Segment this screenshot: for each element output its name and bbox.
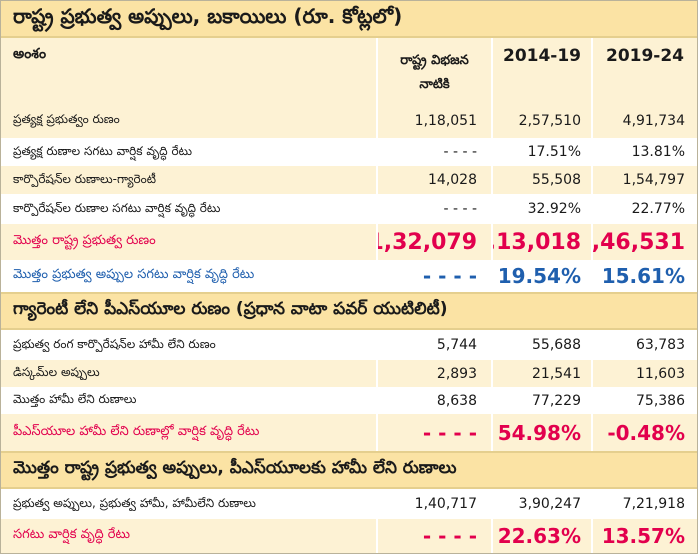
row-value: 63,783	[591, 330, 697, 360]
row-label: ప్రభుత్వ రంగ కార్పొరేషన్‌ల హామీ లేని రుణ…	[13, 336, 216, 351]
row-value: 21,541	[491, 360, 591, 387]
row-label: మొత్తం రాష్ట్ర ప్రభుత్వ రుణం	[13, 233, 156, 248]
row-value: - - - -	[376, 194, 491, 224]
row-value: - - - -	[376, 414, 491, 451]
section-title-total: మొత్తం రాష్ట్ర ప్రభుత్వ అప్పులు, పీఎస్‌య…	[1, 451, 697, 489]
row-value: 77,229	[491, 387, 591, 414]
row-value: 3,13,018	[491, 224, 591, 260]
row-value: 1,32,079	[376, 224, 491, 260]
table-row: మొత్తం హామీ లేని రుణాలు 8,638 77,229 75,…	[1, 387, 697, 414]
row-value: 2,893	[376, 360, 491, 387]
row-value: 8,638	[376, 387, 491, 414]
row-value: 13.57%	[591, 519, 697, 553]
row-label: పీఎస్‌యూల హామీ లేని రుణాల్లో వార్షిక వృద…	[13, 423, 260, 439]
psu-growth-row: పీఎస్‌యూల హామీ లేని రుణాల్లో వార్షిక వృద…	[1, 414, 697, 451]
row-label: ప్రభుత్వ అప్పులు, ప్రభుత్వ హామీ, హామీలేన…	[13, 495, 256, 510]
row-value: 2,57,510	[491, 103, 591, 138]
row-value: 1,54,797	[591, 166, 697, 194]
header-2014-19: 2014-19	[491, 38, 591, 103]
row-value: 13.81%	[591, 138, 697, 166]
row-value: - - - -	[376, 138, 491, 166]
row-value: - - - -	[376, 260, 491, 292]
row-value: -0.48%	[591, 414, 697, 451]
header-item: అంశం	[13, 46, 47, 62]
table-row: డిస్కమ్‌ల అప్పులు 2,893 21,541 11,603	[1, 360, 697, 387]
header-bifurcation-line2: నాటికి	[419, 76, 450, 92]
header-bifurcation: రాష్ట్ర విభజన నాటికి	[376, 38, 491, 103]
row-value: 22.63%	[491, 519, 591, 553]
section-title-psu: గ్యారెంటీ లేని పీఎస్‌యూల రుణం (ప్రధాన వా…	[1, 292, 697, 330]
row-label: సగటు వార్షిక వృద్ధి రేటు	[13, 527, 131, 542]
table-row: ప్రభుత్వ రంగ కార్పొరేషన్‌ల హామీ లేని రుణ…	[1, 330, 697, 360]
row-label: ప్రత్యక్ష ప్రభుత్వం రుణం	[13, 112, 120, 126]
table-row: ప్రభుత్వ అప్పులు, ప్రభుత్వ హామీ, హామీలేన…	[1, 489, 697, 519]
row-label: ప్రత్యక్ష రుణాల సగటు వార్షిక వృద్ధి రేటు	[13, 143, 192, 158]
row-value: 19.54%	[491, 260, 591, 292]
row-value: 1,40,717	[376, 489, 491, 519]
row-value: 7,21,918	[591, 489, 697, 519]
row-value: 14,028	[376, 166, 491, 194]
row-value: 55,508	[491, 166, 591, 194]
table-row: కార్పొరేషన్‌ల రుణాల సగటు వార్షిక వృద్ధి …	[1, 194, 697, 224]
header-2019-24: 2019-24	[591, 38, 697, 103]
row-value: 1,18,051	[376, 103, 491, 138]
row-label: కార్పొరేషన్‌ల రుణాల సగటు వార్షిక వృద్ధి …	[13, 200, 221, 215]
table-row: ప్రత్యక్ష రుణాల సగటు వార్షిక వృద్ధి రేటు…	[1, 138, 697, 166]
header-bifurcation-line1: రాష్ట్ర విభజన	[400, 52, 469, 68]
row-value: 11,603	[591, 360, 697, 387]
table-row: ప్రత్యక్ష ప్రభుత్వం రుణం 1,18,051 2,57,5…	[1, 103, 697, 138]
row-value: 6,46,531	[591, 224, 697, 260]
row-value: 32.92%	[491, 194, 591, 224]
row-value: - - - -	[376, 519, 491, 553]
row-label: మొత్తం ప్రభుత్వ అప్పుల సగటు వార్షిక వృద్…	[13, 267, 255, 282]
row-value: 54.98%	[491, 414, 591, 451]
row-value: 55,688	[491, 330, 591, 360]
row-value: 75,386	[591, 387, 697, 414]
avg-growth-row: మొత్తం ప్రభుత్వ అప్పుల సగటు వార్షిక వృద్…	[1, 260, 697, 292]
header-row: అంశం రాష్ట్ర విభజన నాటికి 2014-19 2019-2…	[1, 38, 697, 103]
row-value: 4,91,734	[591, 103, 697, 138]
total-debt-row: మొత్తం రాష్ట్ర ప్రభుత్వ రుణం 1,32,079 3,…	[1, 224, 697, 260]
table-row: కార్పొరేషన్‌ల రుణాలు-గ్యారెంటీ 14,028 55…	[1, 166, 697, 194]
overall-growth-row: సగటు వార్షిక వృద్ధి రేటు - - - - 22.63% …	[1, 519, 697, 553]
row-value: 22.77%	[591, 194, 697, 224]
row-value: 15.61%	[591, 260, 697, 292]
row-value: 3,90,247	[491, 489, 591, 519]
row-label: మొత్తం హామీ లేని రుణాలు	[13, 392, 137, 406]
table-title: రాష్ట్ర ప్రభుత్వ అప్పులు, బకాయిలు (రూ. క…	[1, 1, 697, 38]
row-label: డిస్కమ్‌ల అప్పులు	[13, 365, 100, 379]
row-label: కార్పొరేషన్‌ల రుణాలు-గ్యారెంటీ	[13, 171, 156, 186]
row-value: 17.51%	[491, 138, 591, 166]
row-value: 5,744	[376, 330, 491, 360]
